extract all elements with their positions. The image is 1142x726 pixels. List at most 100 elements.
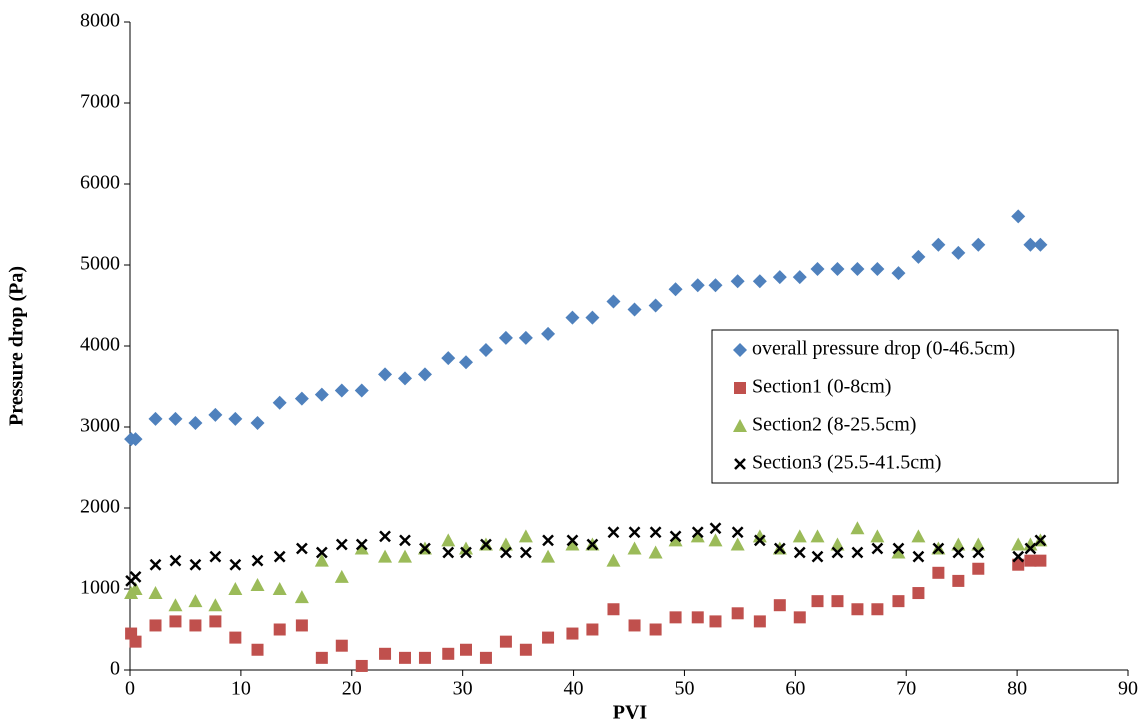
data-point (972, 562, 985, 575)
data-point (399, 534, 411, 547)
data-point (932, 566, 945, 579)
data-point (810, 529, 825, 543)
data-point (912, 587, 925, 600)
data-point (912, 550, 925, 563)
data-point (128, 432, 143, 447)
legend-marker (734, 458, 746, 470)
data-point (1033, 237, 1048, 252)
data-point (188, 594, 203, 608)
data-point (498, 330, 513, 345)
data-point (606, 294, 621, 309)
data-point (379, 647, 392, 660)
x-tick-label: 90 (1118, 678, 1138, 700)
data-point (1012, 558, 1025, 571)
data-point (378, 367, 393, 382)
data-point (354, 383, 369, 398)
data-point (752, 274, 767, 289)
data-point (398, 549, 413, 563)
data-point (708, 278, 723, 293)
data-point (606, 553, 621, 567)
data-point (669, 530, 682, 543)
data-point (931, 237, 946, 252)
x-tick-label: 0 (125, 678, 135, 700)
data-point (731, 607, 744, 620)
x-tick-label: 20 (342, 678, 362, 700)
data-point (971, 537, 986, 551)
data-point (273, 550, 286, 563)
data-point (870, 529, 885, 543)
data-point (229, 558, 242, 571)
data-point (565, 310, 580, 325)
data-point (586, 623, 599, 636)
data-point (870, 262, 885, 277)
data-point (518, 529, 533, 543)
data-point (354, 541, 369, 555)
legend-marker (734, 382, 746, 394)
data-point (871, 542, 884, 555)
data-point (314, 387, 329, 402)
data-point (851, 603, 864, 616)
data-point (129, 635, 142, 648)
data-point (649, 623, 662, 636)
data-point (1034, 534, 1047, 547)
x-tick-label: 70 (896, 678, 916, 700)
data-point (648, 545, 663, 559)
data-point (691, 526, 704, 539)
data-point (459, 643, 472, 656)
data-point (585, 310, 600, 325)
data-point (586, 538, 599, 551)
x-axis-label: PVI (613, 702, 648, 724)
data-point (972, 546, 985, 559)
y-tick-label: 0 (110, 658, 120, 680)
data-point (129, 570, 142, 583)
y-tick-label: 3000 (80, 415, 120, 437)
data-point (478, 343, 493, 358)
data-point (500, 546, 512, 559)
data-point (1023, 537, 1038, 551)
data-point (168, 411, 183, 426)
data-point (399, 651, 412, 664)
data-point (1034, 554, 1047, 567)
data-point (458, 355, 473, 370)
data-point (442, 546, 455, 559)
data-point (499, 635, 512, 648)
y-tick-label: 8000 (80, 10, 120, 32)
data-point (188, 415, 203, 430)
data-point (709, 522, 722, 535)
data-point (479, 651, 492, 664)
data-point (892, 595, 905, 608)
data-point (169, 615, 182, 628)
data-point (1011, 537, 1026, 551)
data-point (792, 529, 807, 543)
data-point (460, 546, 472, 559)
data-point (169, 554, 182, 567)
y-tick-label: 7000 (80, 91, 120, 113)
x-tick-label: 10 (231, 678, 251, 700)
data-point (251, 554, 264, 567)
data-point (148, 586, 163, 600)
data-point (793, 611, 806, 624)
data-point (315, 546, 328, 559)
data-point (850, 262, 865, 277)
data-point (541, 549, 556, 563)
data-point (753, 615, 766, 628)
data-point (753, 534, 766, 547)
legend-label: Section1 (0-8cm) (752, 376, 891, 398)
x-tick-label: 50 (674, 678, 694, 700)
data-point (607, 603, 620, 616)
data-point (295, 542, 308, 555)
data-point (891, 266, 906, 281)
data-point (627, 541, 642, 555)
data-point (690, 529, 705, 543)
data-point (952, 546, 965, 559)
data-point (334, 569, 349, 583)
data-point (441, 351, 456, 366)
legend-label: Section3 (25.5-41.5cm) (752, 452, 941, 474)
data-point (229, 631, 242, 644)
data-point (628, 526, 641, 539)
data-point (1012, 550, 1025, 563)
legend-label: Section2 (8-25.5cm) (752, 414, 916, 436)
data-point (519, 546, 532, 559)
data-point (273, 623, 286, 636)
